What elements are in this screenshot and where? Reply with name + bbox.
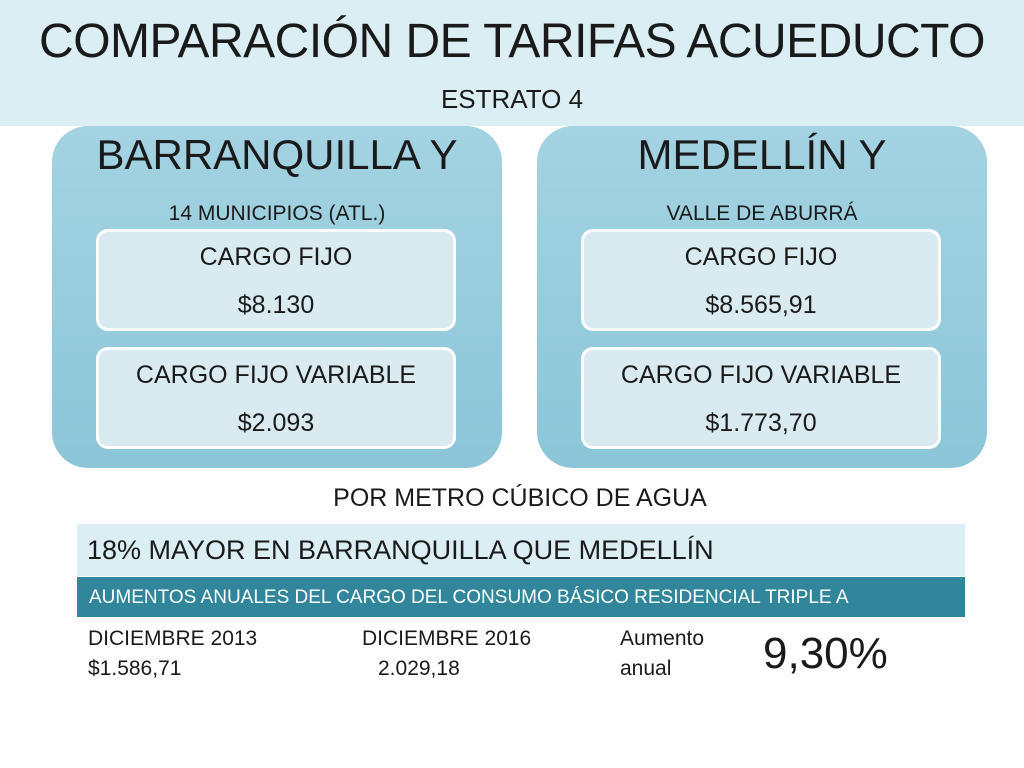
annual-increase-line2: anual bbox=[620, 657, 672, 680]
city-title: BARRANQUILLA Y bbox=[96, 131, 458, 178]
cargo-fijo-value: $8.130 bbox=[237, 291, 315, 319]
december-2013-label: DICIEMBRE 2013 bbox=[88, 627, 258, 650]
page-subtitle: ESTRATO 4 bbox=[440, 84, 584, 114]
title-banner: COMPARACIÓN DE TARIFAS ACUEDUCTO ESTRATO… bbox=[0, 0, 1024, 126]
page-title: COMPARACIÓN DE TARIFAS ACUEDUCTO bbox=[39, 15, 985, 68]
december-2016-label: DICIEMBRE 2016 bbox=[362, 627, 532, 650]
december-2016-column: DICIEMBRE 2016 2.029,18 bbox=[362, 624, 531, 684]
city-panel-barranquilla: BARRANQUILLA Y 14 MUNICIPIOS (ATL.) CARG… bbox=[52, 126, 502, 468]
city-subtitle: 14 MUNICIPIOS (ATL.) bbox=[168, 202, 386, 225]
city-title: MEDELLÍN Y bbox=[637, 131, 887, 178]
cargo-fijo-card: CARGO FIJO $8.130 bbox=[96, 229, 456, 331]
per-cubic-meter-caption: POR METRO CÚBICO DE AGUA bbox=[333, 484, 707, 512]
december-2013-value: $1.586,71 bbox=[88, 657, 182, 680]
cargo-fijo-label: CARGO FIJO bbox=[684, 243, 838, 271]
cargo-variable-value: $2.093 bbox=[237, 409, 315, 437]
cargo-fijo-card: CARGO FIJO $8.565,91 bbox=[581, 229, 941, 331]
december-2013-column: DICIEMBRE 2013 $1.586,71 bbox=[88, 624, 257, 684]
annual-increase-label: Aumento anual bbox=[620, 624, 704, 684]
city-panel-medellin: MEDELLÍN Y VALLE DE ABURRÁ CARGO FIJO $8… bbox=[537, 126, 987, 468]
cargo-fijo-value: $8.565,91 bbox=[705, 291, 817, 319]
annual-increase-heading: AUMENTOS ANUALES DEL CARGO DEL CONSUMO B… bbox=[77, 577, 965, 617]
annual-increase-line1: Aumento bbox=[620, 627, 705, 650]
december-2016-value: 2.029,18 bbox=[378, 657, 460, 680]
cargo-variable-label: CARGO FIJO VARIABLE bbox=[620, 361, 902, 389]
cargo-fijo-label: CARGO FIJO bbox=[199, 243, 353, 271]
cargo-variable-value: $1.773,70 bbox=[705, 409, 817, 437]
annual-increase-percent: 9,30% bbox=[763, 629, 888, 678]
comparison-highlight-row: 18% MAYOR EN BARRANQUILLA QUE MEDELLÍN bbox=[77, 524, 965, 576]
cargo-variable-card: CARGO FIJO VARIABLE $2.093 bbox=[96, 347, 456, 449]
cargo-variable-card: CARGO FIJO VARIABLE $1.773,70 bbox=[581, 347, 941, 449]
cargo-variable-label: CARGO FIJO VARIABLE bbox=[135, 361, 417, 389]
city-subtitle: VALLE DE ABURRÁ bbox=[666, 202, 858, 225]
